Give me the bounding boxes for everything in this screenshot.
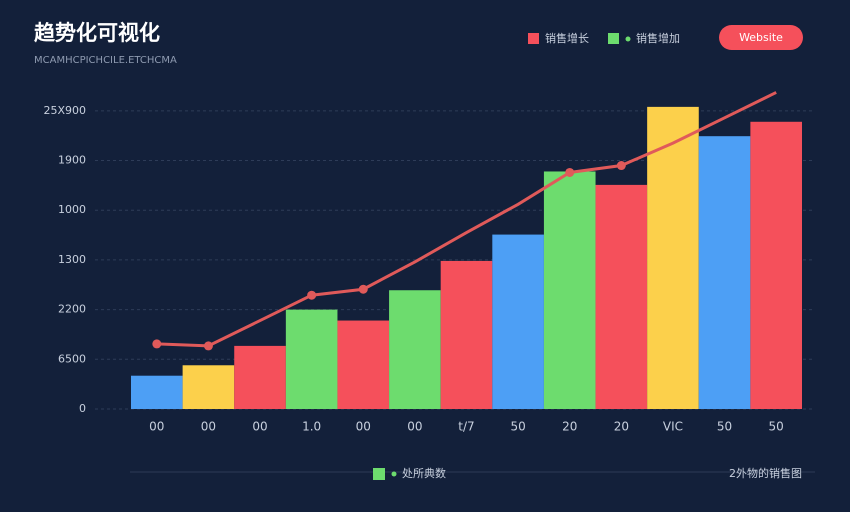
legend-label: 销售增长 — [545, 31, 589, 45]
y-tick-label: 1900 — [58, 154, 86, 167]
bar — [595, 184, 648, 409]
x-tick-label: VIC — [663, 420, 683, 434]
bar — [750, 121, 802, 409]
y-tick-label: 1000 — [58, 203, 86, 216]
x-tick-label: 00 — [407, 420, 422, 434]
line-marker — [358, 284, 368, 294]
bar — [337, 320, 390, 409]
bar — [182, 365, 235, 409]
bar — [647, 106, 699, 410]
line-marker — [152, 339, 162, 349]
bar — [543, 171, 596, 409]
bar — [389, 290, 441, 409]
line-marker — [565, 167, 575, 177]
bar — [234, 345, 286, 409]
line-marker — [307, 290, 317, 300]
line — [156, 91, 777, 348]
bar — [698, 136, 751, 410]
x-tick-label: 00 — [356, 420, 371, 434]
legend-swatch — [608, 33, 619, 44]
x-tick-label: 50 — [769, 420, 784, 434]
button[interactable] — [719, 25, 803, 50]
x-tick-label: t/7 — [458, 420, 474, 434]
y-tick-label: 25X900 — [43, 104, 86, 117]
x-tick-label: 1.0 — [302, 420, 321, 434]
bar — [131, 375, 183, 409]
bar — [440, 260, 493, 409]
legend-label: 销售增加 — [636, 31, 680, 45]
button-label[interactable]: Website — [739, 31, 783, 44]
footer-legend: 处所典数 — [402, 466, 446, 480]
chart-title: 趋势化可视化 — [34, 21, 160, 45]
y-tick-label: 1300 — [58, 253, 86, 266]
x-tick-label: 50 — [510, 420, 525, 434]
footer-dot — [391, 471, 397, 477]
y-tick-label: 6500 — [58, 352, 86, 365]
x-tick-label: 50 — [717, 420, 732, 434]
footer-swatch — [373, 468, 385, 480]
legend-dot — [625, 36, 631, 42]
bar — [285, 309, 338, 409]
x-tick-label: 00 — [201, 420, 216, 434]
y-tick-label: 2200 — [58, 303, 86, 316]
y-tick-label: 0 — [79, 402, 86, 415]
subtitle: MCAMHCPICHCILE.ETCHCMA — [34, 55, 177, 66]
x-tick-label: 00 — [252, 420, 267, 434]
footer-note: 2外物的销售图 — [729, 466, 802, 480]
x-tick-label: 20 — [562, 420, 577, 434]
bar — [492, 234, 544, 409]
x-tick-label: 20 — [614, 420, 629, 434]
legend-swatch — [528, 33, 539, 44]
x-tick-label: 00 — [149, 420, 164, 434]
line-marker — [203, 341, 213, 351]
line-marker — [616, 161, 626, 171]
